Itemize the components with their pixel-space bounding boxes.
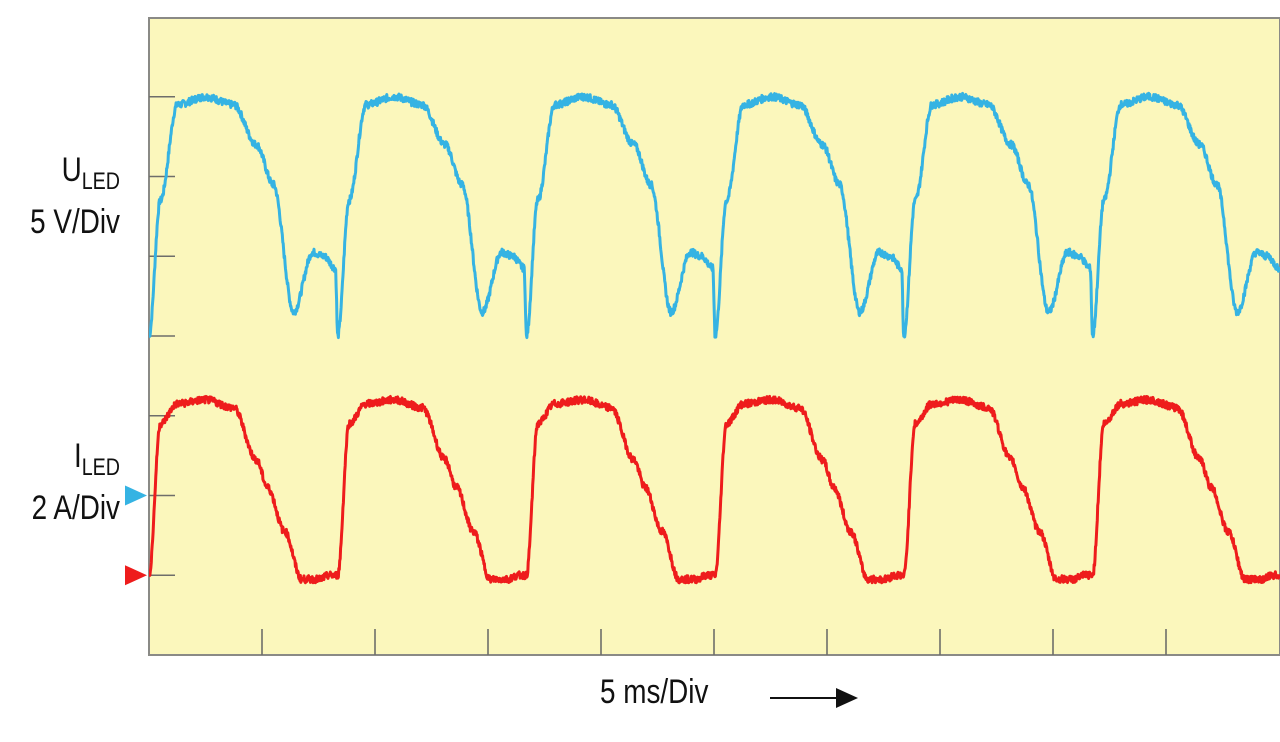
iled-scale: 2 A/Div — [31, 489, 120, 527]
iled-trace — [149, 394, 1280, 585]
uled-ground-marker — [125, 485, 147, 506]
axis-ticks — [149, 95, 1167, 655]
traces — [149, 91, 1280, 585]
iled-channel-label: ILED 2 A/Div — [22, 436, 120, 528]
iled-ground-marker — [125, 565, 147, 586]
iled-name: ILED — [73, 437, 120, 481]
time-direction-arrow — [770, 688, 858, 708]
time-scale-label: 5 ms/Div — [600, 673, 709, 711]
uled-scale: 5 V/Div — [30, 203, 120, 241]
uled-name: ULED — [61, 151, 120, 195]
uled-trace — [149, 91, 1280, 340]
ground-markers — [125, 485, 147, 586]
uled-channel-label: ULED 5 V/Div — [22, 150, 120, 242]
